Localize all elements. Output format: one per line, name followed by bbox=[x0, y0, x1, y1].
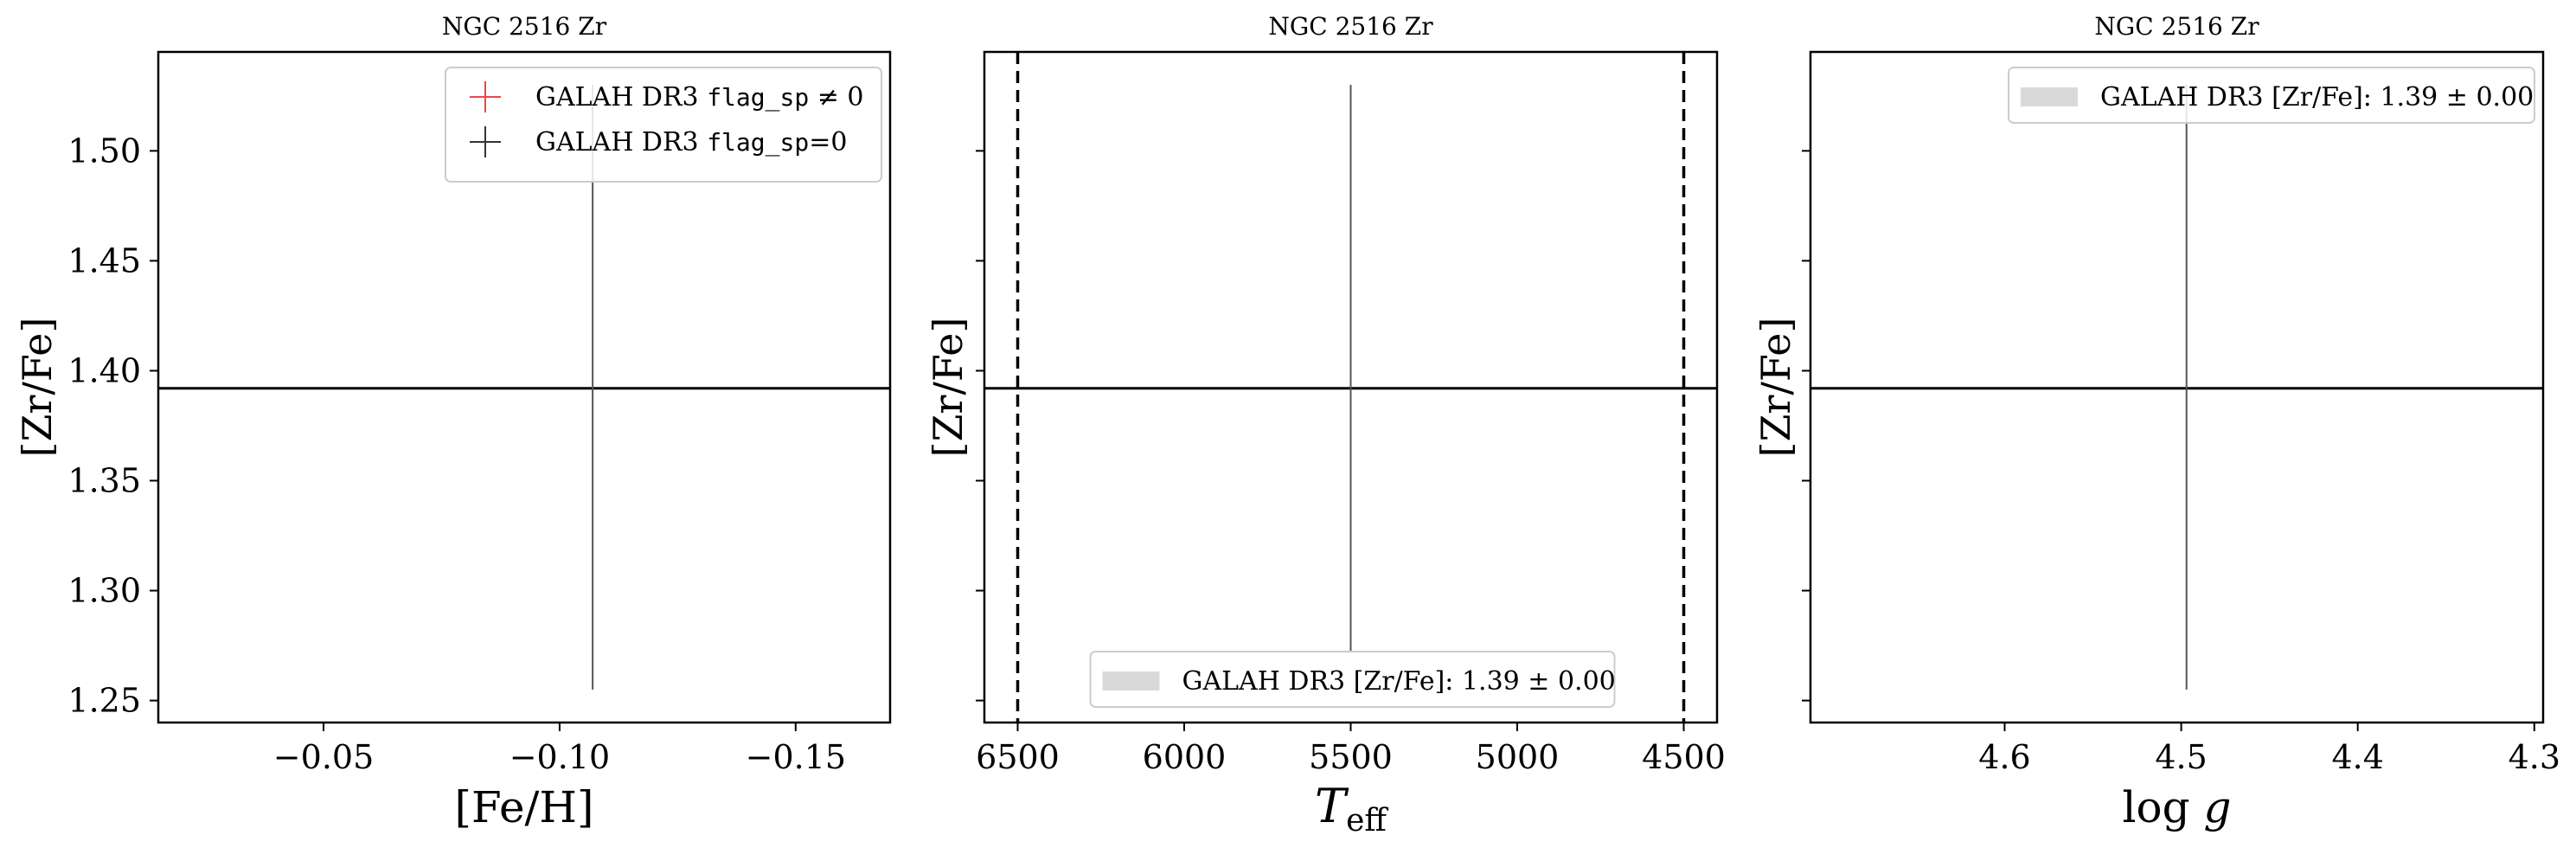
legend-box bbox=[445, 67, 882, 183]
y-tick-label: 1.35 bbox=[67, 461, 141, 499]
legend-label: GALAH DR3 flag_sp ≠ 0 bbox=[535, 82, 864, 112]
x-axis-label-sub: g bbox=[2203, 782, 2231, 832]
x-tick-label: 4.3 bbox=[2509, 738, 2560, 776]
y-tick-label: 1.25 bbox=[67, 682, 141, 720]
legend-box bbox=[2008, 67, 2535, 124]
plot-frame bbox=[1809, 50, 2545, 724]
x-axis-label: Teff bbox=[1315, 779, 1388, 838]
panel-logg: NGC 2516 Zr 4.6 4.5 4.4 4.3 [Zr/Fe] log g GALAH… bbox=[1753, 12, 2560, 832]
legend-label-text: GALAH DR3 bbox=[535, 82, 707, 112]
chart-title: NGC 2516 Zr bbox=[1268, 12, 1433, 41]
panel-feh: NGC 2516 Zr 1.25 1.30 1.35 1.40 1.45 1.50 −0.05… bbox=[14, 12, 892, 832]
y-axis-label: [Zr/Fe] bbox=[925, 318, 971, 458]
legend-label-suffix: =0 bbox=[809, 127, 847, 157]
y-tick-label: 1.30 bbox=[67, 572, 141, 610]
x-tick-label: −0.05 bbox=[273, 738, 374, 776]
y-axis-label: [Zr/Fe] bbox=[1753, 318, 1799, 458]
legend-label-text: GALAH DR3 bbox=[535, 127, 707, 157]
chart-title: NGC 2516 Zr bbox=[442, 12, 607, 41]
x-tick-label: 4.4 bbox=[2331, 738, 2383, 776]
legend-label: GALAH DR3 [Zr/Fe]: 1.39 ± 0.00 bbox=[2100, 82, 2534, 112]
x-tick-label: 4.6 bbox=[1978, 738, 2030, 776]
x-tick-label: 6000 bbox=[1143, 738, 1227, 776]
plot-frame bbox=[157, 50, 892, 724]
x-tick-label: −0.15 bbox=[746, 738, 846, 776]
x-axis-label-main: log bbox=[2122, 782, 2203, 832]
x-tick-label: 5000 bbox=[1476, 738, 1560, 776]
y-tick-label: 1.50 bbox=[67, 132, 141, 170]
x-axis-label-main: T bbox=[1315, 779, 1349, 833]
x-tick-label: 4.5 bbox=[2155, 738, 2207, 776]
legend-label: GALAH DR3 flag_sp=0 bbox=[535, 127, 847, 157]
legend-box bbox=[1089, 651, 1616, 708]
legend-label-code: flag_sp bbox=[707, 83, 809, 112]
legend: GALAH DR3 [Zr/Fe]: 1.39 ± 0.00 bbox=[2008, 67, 2535, 124]
plot-frame bbox=[983, 50, 1719, 724]
x-tick-label: 5500 bbox=[1309, 738, 1393, 776]
y-axis-label: [Zr/Fe] bbox=[14, 318, 61, 458]
legend-label: GALAH DR3 [Zr/Fe]: 1.39 ± 0.00 bbox=[1182, 666, 1616, 697]
legend-patch bbox=[2021, 87, 2078, 106]
legend-label-code: flag_sp bbox=[707, 128, 809, 157]
x-axis-label: log g bbox=[2122, 782, 2231, 832]
legend-label-suffix: ≠ 0 bbox=[809, 82, 863, 112]
x-tick-label: 4500 bbox=[1642, 738, 1726, 776]
y-tick-label: 1.45 bbox=[67, 241, 141, 279]
x-tick-label: 6500 bbox=[976, 738, 1060, 776]
legend: GALAH DR3 [Zr/Fe]: 1.39 ± 0.00 bbox=[1089, 651, 1616, 708]
panel-teff: NGC 2516 Zr 6500 6000 5500 5000 4500 [Zr/Fe] Te… bbox=[925, 12, 1726, 838]
x-axis-label: [Fe/H] bbox=[454, 782, 593, 832]
y-tick-label: 1.40 bbox=[67, 351, 141, 389]
x-axis-label-sub: eff bbox=[1346, 803, 1388, 838]
x-tick-label: −0.10 bbox=[509, 738, 610, 776]
chart-title: NGC 2516 Zr bbox=[2094, 12, 2259, 41]
legend-patch bbox=[1102, 671, 1160, 691]
